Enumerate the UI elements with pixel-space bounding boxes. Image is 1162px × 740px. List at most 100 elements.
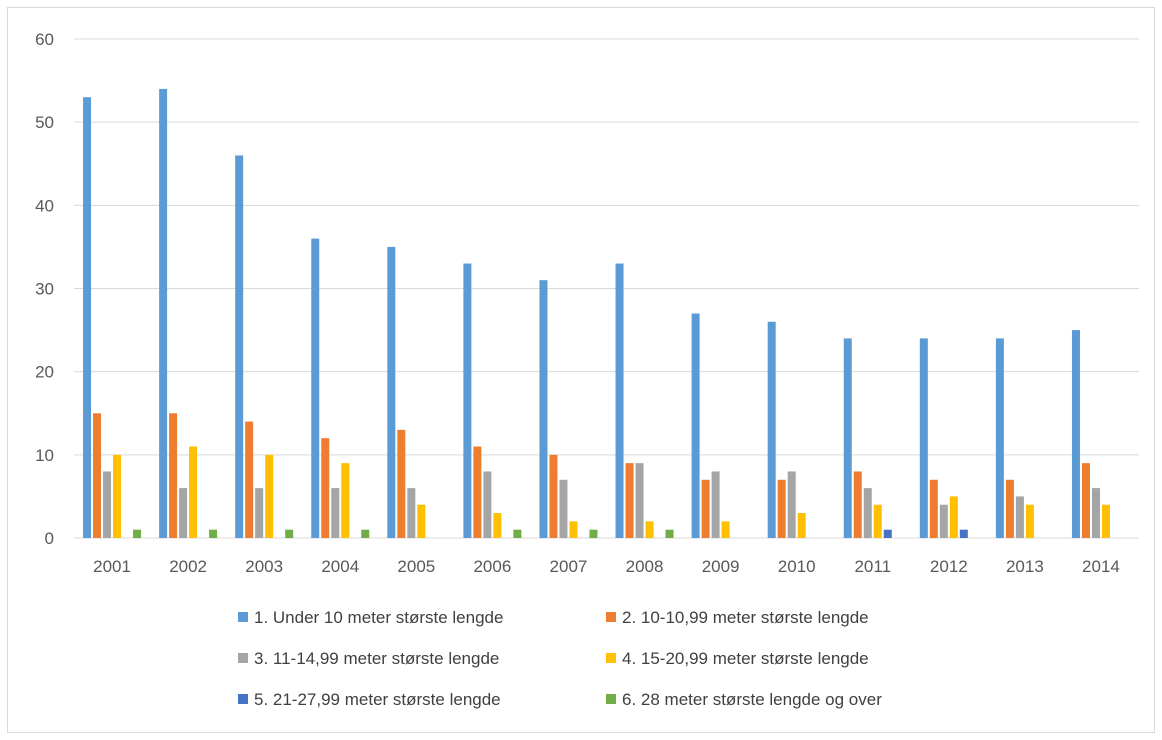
bar [1005, 479, 1014, 538]
bars [83, 88, 1110, 539]
x-tick-label: 2004 [321, 557, 359, 576]
bar [189, 446, 198, 538]
x-tick-label: 2010 [778, 557, 816, 576]
bar [285, 529, 294, 538]
bar [113, 454, 122, 538]
x-tick-label: 2013 [1006, 557, 1044, 576]
x-tick-label: 2011 [854, 557, 891, 576]
x-tick-label: 2006 [473, 557, 511, 576]
bar [701, 479, 710, 538]
legend-swatch [238, 612, 248, 622]
bar [83, 97, 92, 538]
bar [1025, 504, 1034, 538]
legend-item: 5. 21-27,99 meter største lengde [238, 690, 501, 709]
y-tick-label: 40 [35, 196, 54, 215]
y-axis: 0 10 20 30 40 50 60 [35, 30, 54, 548]
x-tick-label: 2007 [550, 557, 588, 576]
bar [711, 471, 720, 538]
y-tick-label: 60 [35, 30, 54, 49]
legend-item: 4. 15-20,99 meter største lengde [606, 649, 869, 668]
y-tick-label: 50 [35, 113, 54, 132]
bar [929, 479, 938, 538]
legend-swatch [606, 694, 616, 704]
bar [1101, 504, 1110, 538]
bar [255, 488, 264, 538]
legend-swatch [238, 694, 248, 704]
bar [361, 529, 370, 538]
bar [539, 280, 548, 538]
bar [691, 313, 700, 538]
x-tick-label: 2014 [1082, 557, 1120, 576]
bar [665, 529, 674, 538]
legend-item: 3. 11-14,99 meter største lengde [238, 649, 499, 668]
bar [843, 338, 852, 538]
bar [387, 246, 396, 538]
y-tick-label: 0 [45, 529, 54, 548]
bar [569, 521, 578, 538]
x-tick-label: 2003 [245, 557, 283, 576]
bar [473, 446, 482, 538]
legend-label: 1. Under 10 meter største lengde [254, 608, 503, 627]
legend-label: 4. 15-20,99 meter største lengde [622, 649, 869, 668]
bar [797, 513, 806, 538]
bar [549, 454, 558, 538]
legend-label: 3. 11-14,99 meter største lengde [254, 649, 499, 668]
legend-swatch [606, 612, 616, 622]
bar [341, 463, 350, 538]
bar [463, 263, 472, 538]
legend-item: 1. Under 10 meter største lengde [238, 608, 503, 627]
bar [787, 471, 796, 538]
bar [615, 263, 624, 538]
bar [179, 488, 188, 538]
bar [209, 529, 218, 538]
bar [407, 488, 416, 538]
legend-label: 5. 21-27,99 meter største lengde [254, 690, 501, 709]
y-tick-label: 10 [35, 446, 54, 465]
bar [417, 504, 426, 538]
bar [959, 529, 968, 538]
legend-item: 6. 28 meter største lengde og over [606, 690, 882, 709]
x-tick-label: 2002 [169, 557, 207, 576]
legend-swatch [606, 653, 616, 663]
bar [331, 488, 340, 538]
bar [625, 463, 634, 538]
bar [513, 529, 522, 538]
bar [1081, 463, 1090, 538]
legend-item: 2. 10-10,99 meter største lengde [606, 608, 869, 627]
bar [159, 88, 168, 539]
x-axis: 2001 2002 2003 2004 2005 2006 2007 2008 2009 2010… [93, 557, 1120, 576]
y-tick-label: 30 [35, 280, 54, 299]
bar [493, 513, 502, 538]
bar [939, 504, 948, 538]
bar [559, 479, 568, 538]
bar [103, 471, 112, 538]
bar [169, 413, 178, 538]
bar [1071, 330, 1080, 538]
bar [397, 429, 406, 538]
legend-label: 6. 28 meter største lengde og over [622, 690, 882, 709]
legend-label: 2. 10-10,99 meter største lengde [622, 608, 869, 627]
bar [321, 438, 330, 538]
bar [1015, 496, 1024, 538]
bar [919, 338, 928, 538]
bar [483, 471, 492, 538]
bar [645, 521, 654, 538]
bar [721, 521, 730, 538]
x-tick-label: 2005 [397, 557, 435, 576]
bar [589, 529, 598, 538]
gridlines [74, 38, 1139, 539]
bar [245, 421, 254, 538]
legend: 1. Under 10 meter største lengde 2. 10-10… [238, 608, 882, 709]
x-tick-label: 2012 [930, 557, 968, 576]
bar [863, 488, 872, 538]
x-tick-label: 2008 [626, 557, 664, 576]
bar [235, 155, 244, 538]
x-tick-label: 2009 [702, 557, 740, 576]
bar [265, 454, 274, 538]
bar [883, 529, 892, 538]
bar [635, 463, 644, 538]
bar [873, 504, 882, 538]
bar [853, 471, 862, 538]
bar [949, 496, 958, 538]
